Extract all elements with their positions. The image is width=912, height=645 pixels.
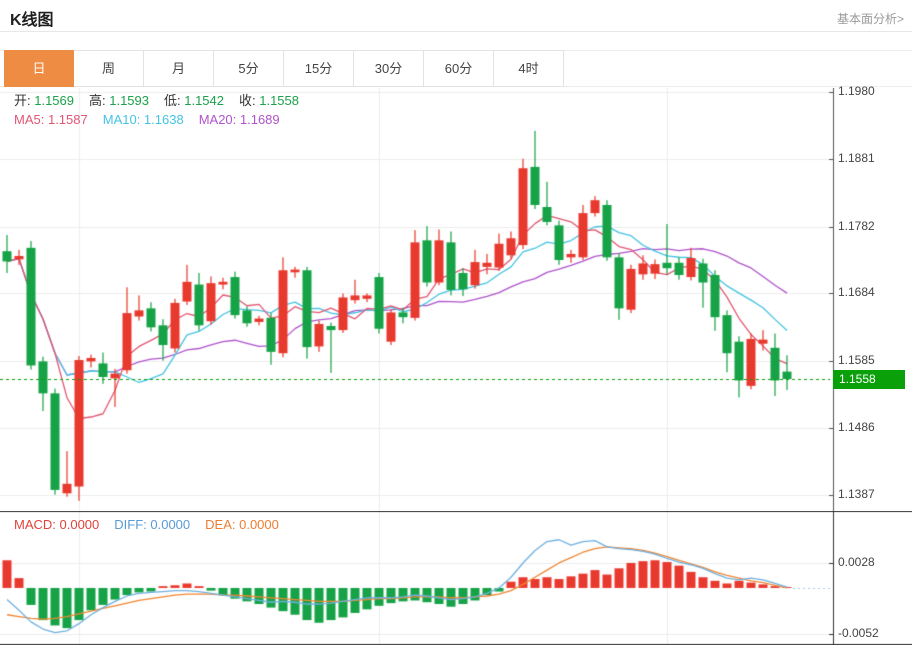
ma-info-row-ma10: MA10: 1.1638 — [102, 112, 184, 127]
tab-5min[interactable]: 5分 — [214, 50, 284, 87]
price-axis-tick: 1.1684 — [838, 285, 875, 300]
macd-axis-tick: -0.0052 — [838, 626, 879, 641]
price-axis-tick: 1.1782 — [838, 218, 875, 233]
macd-legend-diff: DIFF: 0.0000 — [114, 517, 191, 532]
price-axis-tick: 1.1881 — [838, 151, 875, 166]
header: K线图 基本面分析> — [0, 0, 912, 32]
tab-30min[interactable]: 30分 — [354, 50, 424, 87]
macd-axis-tick: 0.0028 — [838, 554, 875, 569]
price-axis-tick: 1.1486 — [838, 420, 875, 435]
tab-month[interactable]: 月 — [144, 50, 214, 87]
macd-legend-dea: DEA: 0.0000 — [205, 517, 279, 532]
price-axis-tick: 1.1585 — [838, 352, 875, 367]
ma-info-row-ma20: MA20: 1.1689 — [198, 112, 280, 127]
fundamental-analysis-link[interactable]: 基本面分析> — [836, 12, 904, 26]
last-price-tag: 1.1558 — [833, 370, 905, 390]
ohlc-info-row-high: 高: 1.1593 — [89, 93, 149, 108]
tab-4hour[interactable]: 4时 — [494, 50, 564, 87]
ohlc-info-row: 开: 1.1569 高: 1.1593 低: 1.1542 收: 1.1558 — [14, 90, 314, 109]
main-chart-canvas[interactable] — [0, 88, 912, 511]
macd-chart-canvas[interactable] — [0, 511, 912, 645]
tab-15min[interactable]: 15分 — [284, 50, 354, 87]
ohlc-info-row-low: 低: 1.1542 — [164, 93, 224, 108]
price-axis-tick: 1.1387 — [838, 487, 875, 502]
page-title: K线图 — [10, 12, 54, 29]
macd-legend: MACD: 0.0000 DIFF: 0.0000 DEA: 0.0000 — [14, 517, 294, 532]
macd-legend-macd: MACD: 0.0000 — [14, 517, 100, 532]
interval-tabbar: 日周月 5分 15分 30分 60分 4时 — [4, 50, 564, 87]
ma-info-row: MA5: 1.1587 MA10: 1.1638 MA20: 1.1689 — [14, 112, 295, 127]
tab-60min[interactable]: 60分 — [424, 50, 494, 87]
ohlc-info-row-open: 开: 1.1569 — [14, 93, 74, 108]
ohlc-info-row-close: 收: 1.1558 — [239, 93, 299, 108]
tab-week[interactable]: 周 — [74, 50, 144, 87]
price-axis-tick: 1.1980 — [838, 84, 875, 99]
tab-day[interactable]: 日 — [4, 50, 74, 87]
ma-info-row-ma5: MA5: 1.1587 — [14, 112, 88, 127]
